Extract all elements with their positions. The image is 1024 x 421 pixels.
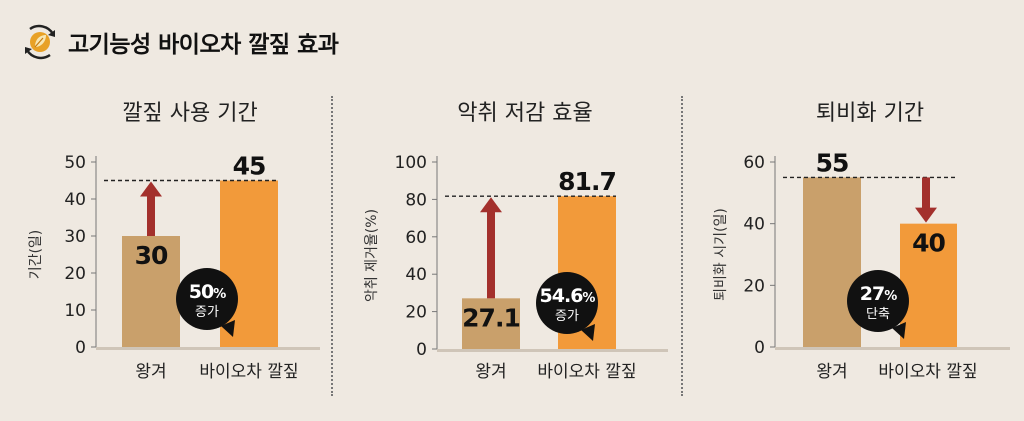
ground-shadow <box>775 347 1010 350</box>
bar <box>462 298 520 349</box>
ground-shadow <box>96 347 320 350</box>
chart-title: 퇴비화 기간 <box>816 101 924 126</box>
y-axis-label: 악취 제거율(%) <box>364 209 380 302</box>
panel-divider <box>681 96 683 396</box>
data-label: 40 <box>912 229 945 258</box>
data-label: 55 <box>816 148 849 177</box>
y-tick-label: 50 <box>64 153 86 173</box>
y-tick-label: 60 <box>743 153 765 173</box>
speech-bubble <box>536 272 598 334</box>
bar <box>803 177 861 347</box>
leaf-recycle-icon <box>25 24 55 60</box>
bar <box>122 236 180 347</box>
data-label: 27.1 <box>462 303 520 332</box>
speech-bubble-tail <box>581 324 595 341</box>
speech-bubble-tail <box>892 322 906 339</box>
speech-bubble <box>847 270 909 332</box>
y-tick-label: 20 <box>64 264 86 284</box>
badge-value: 54.6% <box>540 285 596 307</box>
speech-bubble <box>176 268 238 330</box>
badge-unit: % <box>213 287 226 302</box>
y-tick-label: 40 <box>405 265 427 285</box>
badge-number: 54.6 <box>540 285 584 307</box>
arrow-down-icon <box>915 207 937 223</box>
bar <box>900 223 957 347</box>
arrow-shaft <box>922 177 930 210</box>
panel-divider <box>331 96 333 396</box>
y-tick-label: 40 <box>64 190 86 210</box>
badge-text: 증가 <box>555 309 579 324</box>
y-tick-label: 0 <box>416 340 427 360</box>
badge-value: 27% <box>860 283 897 305</box>
speech-bubble-tail <box>221 320 235 337</box>
badge-unit: % <box>582 291 595 306</box>
y-axis-label: 기간(일) <box>28 230 44 280</box>
y-tick-label: 10 <box>64 301 86 321</box>
badge-text: 증가 <box>195 305 219 320</box>
x-category-label: 왕겨 <box>135 362 166 382</box>
data-label: 45 <box>233 152 266 181</box>
data-label: 81.7 <box>558 167 616 196</box>
y-tick-label: 20 <box>743 276 765 296</box>
arrow-up-icon <box>140 181 162 197</box>
chart-title: 악취 저감 효율 <box>457 101 592 126</box>
arrow-shaft <box>147 194 155 236</box>
y-axis-label: 퇴비화 시기(일) <box>713 208 729 301</box>
y-tick-label: 60 <box>405 228 427 248</box>
badge-number: 27 <box>860 283 884 305</box>
x-category-label: 바이오차 깔짚 <box>199 362 298 382</box>
y-tick-label: 80 <box>405 190 427 210</box>
badge-unit: % <box>884 289 897 304</box>
ground-shadow <box>437 349 668 352</box>
x-category-label: 바이오차 깔짚 <box>878 362 977 382</box>
page-title: 고기능성 바이오차 깔짚 효과 <box>68 32 339 58</box>
arrow-shaft <box>487 210 495 299</box>
y-tick-label: 0 <box>754 338 765 358</box>
y-tick-label: 0 <box>75 338 86 358</box>
y-tick-label: 40 <box>743 215 765 235</box>
y-tick-label: 30 <box>64 227 86 247</box>
x-category-label: 왕겨 <box>816 362 847 382</box>
chart-title: 깔짚 사용 기간 <box>122 101 257 126</box>
y-tick-label: 100 <box>395 153 427 173</box>
badge-number: 50 <box>189 281 214 303</box>
badge-text: 단축 <box>866 307 890 322</box>
data-label: 30 <box>135 241 168 270</box>
x-category-label: 왕겨 <box>475 362 506 382</box>
header: 고기능성 바이오차 깔짚 효과 <box>20 22 339 62</box>
badge-value: 50% <box>189 281 226 303</box>
y-tick-label: 20 <box>405 303 427 323</box>
bar <box>220 180 278 347</box>
arrow-up-icon <box>480 197 502 213</box>
x-category-label: 바이오차 깔짚 <box>537 362 636 382</box>
